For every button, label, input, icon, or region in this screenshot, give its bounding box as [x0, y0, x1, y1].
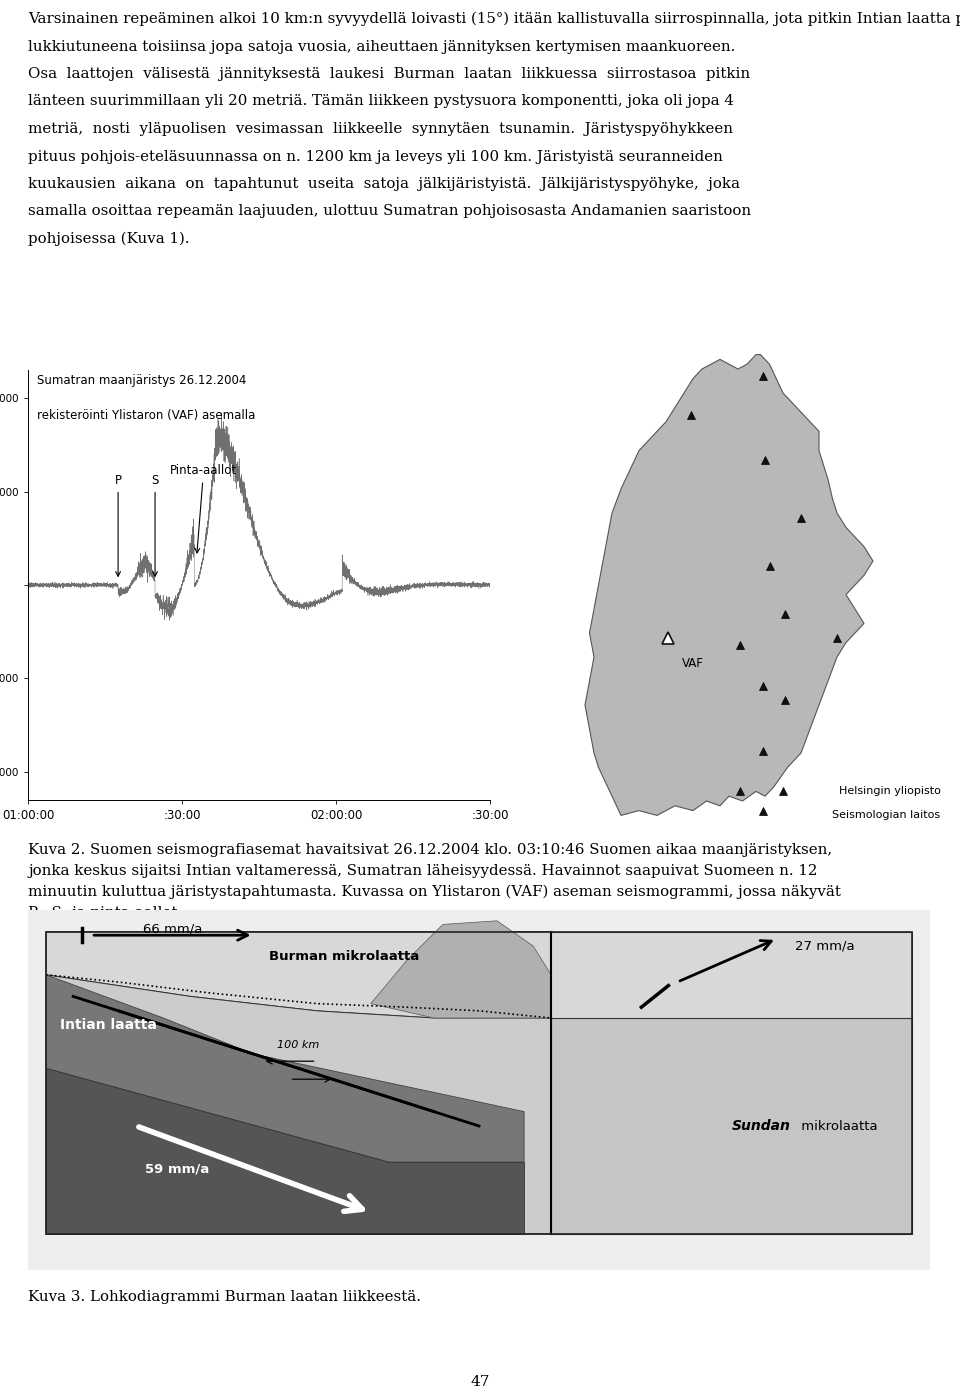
Polygon shape [28, 910, 930, 1270]
Text: 100 km: 100 km [277, 1040, 320, 1051]
Polygon shape [585, 354, 873, 815]
Polygon shape [46, 974, 524, 1163]
Text: samalla osoittaa repeamän laajuuden, ulottuu Sumatran pohjoisosasta Andamanien s: samalla osoittaa repeamän laajuuden, ulo… [28, 205, 751, 219]
Polygon shape [551, 1018, 912, 1234]
Text: rekisteröinti Ylistaron (VAF) asemalla: rekisteröinti Ylistaron (VAF) asemalla [37, 408, 255, 422]
Text: metriä,  nosti  yläpuolisen  vesimassan  liikkeelle  synnytäen  tsunamin.  Järis: metriä, nosti yläpuolisen vesimassan lii… [28, 123, 733, 137]
Text: Sundan: Sundan [732, 1119, 790, 1133]
Text: P: P [114, 474, 122, 576]
Text: Burman mikrolaatta: Burman mikrolaatta [269, 951, 419, 963]
Text: Kuva 2. Suomen seismografiasemat havaitsivat 26.12.2004 klo. 03:10:46 Suomen aik: Kuva 2. Suomen seismografiasemat havaits… [28, 843, 832, 857]
Text: pituus pohjois-eteläsuunnassa on n. 1200 km ja leveys yli 100 km. Järistyistä se: pituus pohjois-eteläsuunnassa on n. 1200… [28, 149, 723, 163]
Text: Pinta-aallot: Pinta-aallot [170, 464, 237, 553]
Text: 59 mm/a: 59 mm/a [145, 1163, 209, 1175]
Text: 27 mm/a: 27 mm/a [795, 940, 854, 952]
Text: Intian laatta: Intian laatta [60, 1018, 156, 1032]
Text: mikrolaatta: mikrolaatta [797, 1119, 877, 1132]
Polygon shape [46, 1068, 524, 1234]
Text: lukkiutuneena toisiinsa jopa satoja vuosia, aiheuttaen jännityksen kertymisen ma: lukkiutuneena toisiinsa jopa satoja vuos… [28, 39, 735, 53]
Text: P-, S- ja pinta-aallot.: P-, S- ja pinta-aallot. [28, 906, 182, 920]
Polygon shape [551, 931, 912, 1018]
Text: Osa  laattojen  välisestä  jännityksestä  laukesi  Burman  laatan  liikkuessa  s: Osa laattojen välisestä jännityksestä la… [28, 67, 750, 81]
Text: kuukausien  aikana  on  tapahtunut  useita  satoja  jälkijäristyistä.  Jälkijäri: kuukausien aikana on tapahtunut useita s… [28, 177, 740, 191]
Text: Seismologian laitos: Seismologian laitos [832, 810, 941, 820]
Text: länteen suurimmillaan yli 20 metriä. Tämän liikkeen pystysuora komponentti, joka: länteen suurimmillaan yli 20 metriä. Täm… [28, 95, 734, 109]
Polygon shape [46, 974, 551, 1234]
Text: Varsinainen repeäminen alkoi 10 km:n syvyydellä loivasti (15°) itään kallistuval: Varsinainen repeäminen alkoi 10 km:n syv… [28, 13, 960, 26]
Polygon shape [371, 921, 551, 1018]
Text: Sumatran maanjäristys 26.12.2004: Sumatran maanjäristys 26.12.2004 [37, 375, 247, 388]
Text: 47: 47 [470, 1374, 490, 1388]
Text: VAF: VAF [682, 657, 704, 671]
Polygon shape [46, 931, 551, 1018]
Text: S: S [152, 474, 158, 576]
Text: pohjoisessa (Kuva 1).: pohjoisessa (Kuva 1). [28, 231, 189, 247]
Text: Kuva 3. Lohkodiagrammi Burman laatan liikkeestä.: Kuva 3. Lohkodiagrammi Burman laatan lii… [28, 1289, 421, 1303]
Bar [46, 931, 912, 1234]
Text: 66 mm/a: 66 mm/a [143, 923, 202, 935]
Text: minuutin kuluttua järistystapahtumasta. Kuvassa on Ylistaron (VAF) aseman seismo: minuutin kuluttua järistystapahtumasta. … [28, 885, 841, 899]
Text: Helsingin yliopisto: Helsingin yliopisto [839, 786, 941, 796]
Text: jonka keskus sijaitsi Intian valtameressä, Sumatran läheisyydessä. Havainnot saa: jonka keskus sijaitsi Intian valtameress… [28, 864, 818, 878]
